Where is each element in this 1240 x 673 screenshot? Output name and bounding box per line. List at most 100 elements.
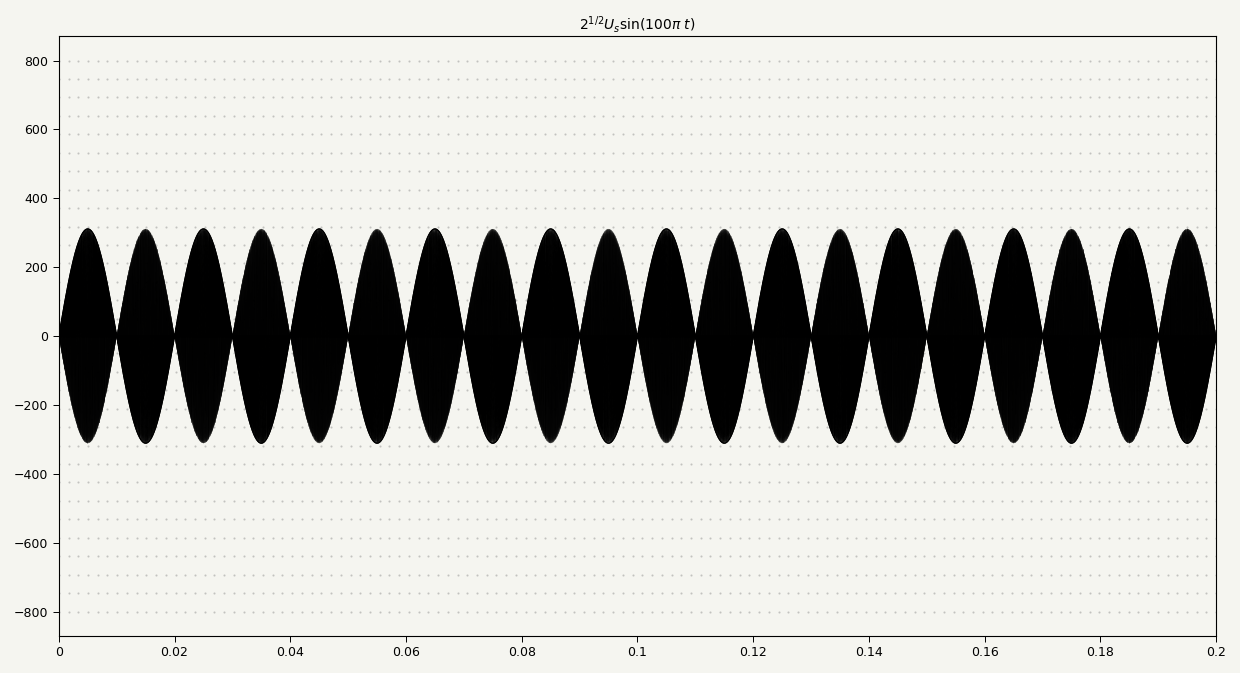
Point — [233, 588, 253, 598]
Point — [691, 184, 711, 195]
Point — [166, 477, 186, 488]
Point — [1002, 129, 1022, 140]
Point — [837, 240, 857, 250]
Point — [448, 551, 467, 562]
Point — [632, 495, 652, 506]
Point — [807, 203, 827, 213]
Point — [759, 477, 779, 488]
Point — [594, 477, 614, 488]
Point — [215, 458, 234, 469]
Point — [175, 258, 195, 269]
Point — [1080, 588, 1100, 598]
Point — [866, 314, 885, 324]
Point — [1100, 440, 1120, 451]
Point — [389, 514, 409, 525]
Point — [233, 55, 253, 66]
Point — [1118, 92, 1138, 103]
Point — [526, 366, 546, 377]
Point — [594, 366, 614, 377]
Point — [341, 277, 361, 287]
Point — [1128, 385, 1148, 396]
Point — [311, 73, 331, 84]
Point — [477, 221, 497, 232]
Point — [992, 203, 1012, 213]
Point — [263, 221, 283, 232]
Point — [215, 348, 234, 359]
Point — [166, 385, 186, 396]
Point — [866, 73, 885, 84]
Point — [982, 295, 1002, 306]
Point — [564, 477, 584, 488]
Point — [389, 295, 409, 306]
Point — [486, 514, 506, 525]
Point — [584, 166, 604, 176]
Point — [652, 240, 672, 250]
Point — [973, 422, 993, 433]
Point — [895, 184, 915, 195]
Point — [944, 73, 963, 84]
Point — [379, 277, 399, 287]
Point — [544, 366, 564, 377]
Point — [88, 73, 108, 84]
Point — [973, 385, 993, 396]
Point — [1138, 588, 1158, 598]
Point — [817, 92, 837, 103]
Point — [205, 495, 224, 506]
Point — [467, 92, 487, 103]
Point — [1100, 277, 1120, 287]
Point — [827, 92, 847, 103]
Point — [847, 569, 867, 580]
Point — [1002, 403, 1022, 414]
Point — [992, 422, 1012, 433]
Point — [827, 314, 847, 324]
Point — [1100, 477, 1120, 488]
Point — [1012, 147, 1032, 158]
Point — [1012, 348, 1032, 359]
Point — [68, 203, 88, 213]
Point — [88, 495, 108, 506]
Point — [215, 258, 234, 269]
Point — [973, 532, 993, 543]
Point — [613, 110, 632, 121]
Point — [1002, 422, 1022, 433]
Point — [1167, 147, 1187, 158]
Point — [107, 606, 126, 617]
Point — [662, 203, 682, 213]
Point — [1128, 55, 1148, 66]
Point — [477, 385, 497, 396]
Point — [1109, 55, 1128, 66]
Point — [379, 348, 399, 359]
Point — [769, 147, 789, 158]
Point — [613, 422, 632, 433]
Point — [283, 440, 303, 451]
Point — [409, 551, 429, 562]
Point — [166, 588, 186, 598]
Point — [438, 403, 458, 414]
Point — [1197, 348, 1216, 359]
Point — [1002, 551, 1022, 562]
Point — [1128, 477, 1148, 488]
Point — [311, 258, 331, 269]
Point — [1022, 385, 1042, 396]
Point — [1070, 203, 1090, 213]
Point — [564, 422, 584, 433]
Point — [1138, 458, 1158, 469]
Point — [107, 458, 126, 469]
Point — [506, 440, 526, 451]
Point — [1100, 366, 1120, 377]
Point — [166, 314, 186, 324]
Point — [613, 514, 632, 525]
Point — [954, 440, 973, 451]
Point — [789, 403, 808, 414]
Point — [1177, 569, 1197, 580]
Point — [418, 458, 438, 469]
Point — [729, 55, 749, 66]
Point — [477, 73, 497, 84]
Point — [681, 495, 701, 506]
Point — [1128, 92, 1148, 103]
Point — [564, 129, 584, 140]
Point — [603, 221, 622, 232]
Point — [662, 514, 682, 525]
Point — [379, 92, 399, 103]
Point — [341, 55, 361, 66]
